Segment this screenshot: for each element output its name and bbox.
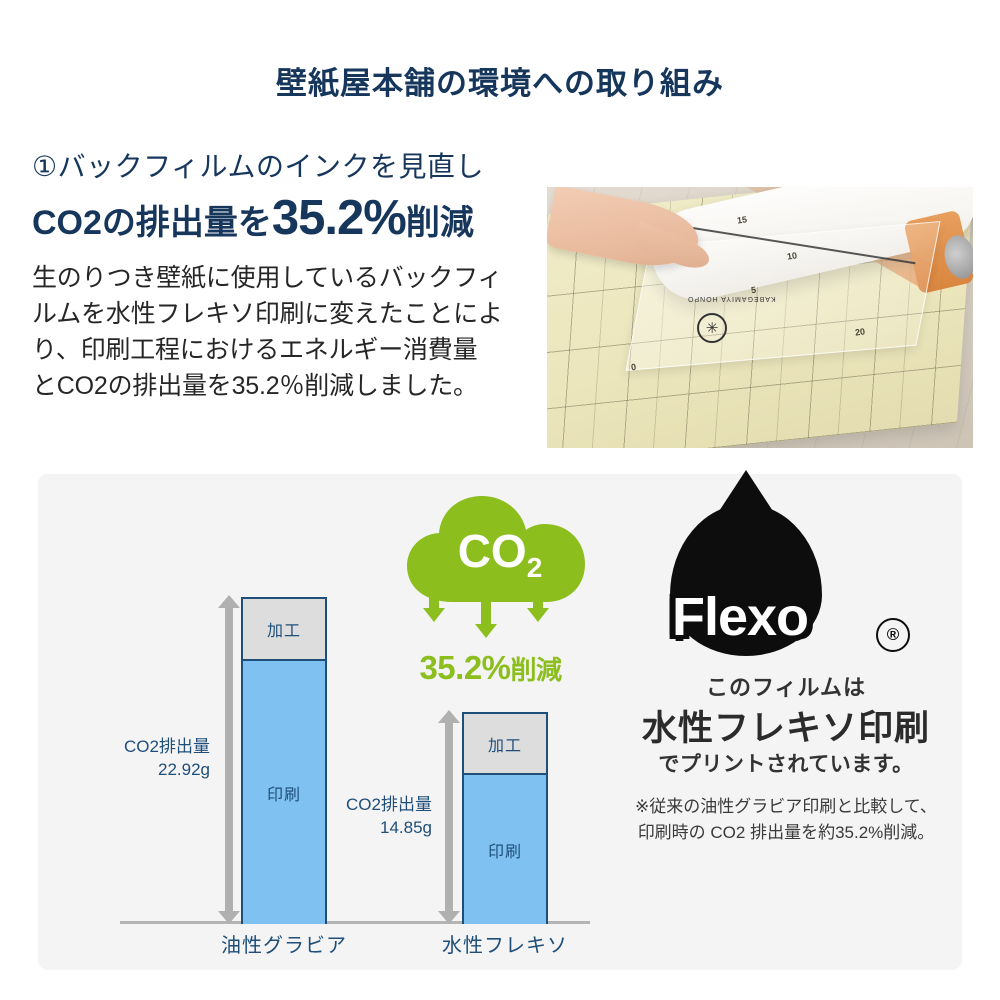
- intro-headline: CO2の排出量を 35.2% 削減: [32, 190, 542, 246]
- co2-reduction-badge: CO2 35.2%削減: [383, 494, 598, 694]
- flexo-line-1: このフィルムは: [705, 675, 867, 700]
- intro-copy-block: ①バックフィルムのインクを見直し CO2の排出量を 35.2% 削減 生のりつき壁紙…: [32, 150, 542, 404]
- measure-shaft: [225, 605, 233, 914]
- measure-label-value: 14.85g: [380, 817, 432, 837]
- registered-trademark-icon: ®: [876, 618, 910, 652]
- flexo-logo-text: Flexo: [672, 587, 809, 647]
- photo-film-logo-icon: ✳: [697, 313, 727, 343]
- bar-segment-print: 印刷: [464, 775, 546, 924]
- cloud-label-main: CO: [457, 525, 527, 577]
- photo-ruler-tick: 15: [736, 214, 748, 226]
- measure-label-title: CO2排出量: [124, 737, 210, 756]
- measure-arrow-oil-gravure: [218, 595, 240, 924]
- bar-segment-print: 印刷: [243, 661, 325, 924]
- flexo-line-3: でプリントされています。: [658, 753, 914, 776]
- x-axis-label-oil-gravure: 油性グラビア: [221, 935, 347, 957]
- photo-ruler-tick: 10: [786, 250, 798, 262]
- intro-body-line: 生のりつき壁紙に使用しているバックフィ: [32, 263, 503, 292]
- measure-arrow-water-flexo: [438, 710, 460, 924]
- page-title: 壁紙屋本舗の環境への取り組み: [276, 66, 724, 101]
- measure-label-oil-gravure: CO2排出量 22.92g: [98, 736, 210, 782]
- bar-segment-process: 加工: [243, 599, 325, 661]
- cloud-shape-icon: [407, 496, 585, 602]
- co2-bar-chart: 加工 印刷 加工 印刷 CO2排出量 22.92g: [38, 474, 598, 970]
- photo-film-text: KABEGAMIYA HONPO: [687, 295, 776, 302]
- co2-reduction-word: 削減: [510, 655, 563, 685]
- bar-oil-gravure: 加工 印刷: [241, 597, 327, 924]
- wallpaper-backing-film-photo: KABEGAMIYA HONPO ✳ 0 5 10 15 20: [547, 187, 973, 448]
- headline-suffix: 削減: [405, 203, 474, 242]
- photo-ruler-tick: 20: [854, 326, 866, 338]
- comparison-panel: 加工 印刷 加工 印刷 CO2排出量 22.92g: [38, 474, 962, 970]
- arrow-head-up-icon: [438, 710, 460, 723]
- headline-value: 35.2%: [271, 190, 407, 245]
- measure-label-title: CO2排出量: [346, 795, 432, 814]
- bar-water-flexo: 加工 印刷: [462, 712, 548, 924]
- cloud-icon: CO2: [405, 494, 595, 609]
- flexo-line-2: 水性フレキソ印刷: [641, 709, 930, 748]
- co2-reduction-text: 35.2%削減: [383, 649, 598, 687]
- cloud-label: CO2: [405, 524, 595, 584]
- flexo-note: ※従来の油性グラビア印刷と比較して、 印刷時の CO2 排出量を約35.2%削減…: [610, 794, 962, 847]
- headline-prefix: CO2の排出量を: [32, 203, 272, 242]
- arrow-head-down-icon: [438, 911, 460, 924]
- chart-baseline: [120, 921, 590, 924]
- co2-reduction-value: 35.2%: [419, 649, 511, 686]
- intro-lead: ①バックフィルムのインクを見直し: [32, 151, 484, 182]
- flexo-certification-block: Flexo ® このフィルムは 水性フレキソ印刷 でプリントされています。 ※従…: [610, 474, 962, 970]
- intro-body: 生のりつき壁紙に使用しているバックフィ ルムを水性フレキソ印刷に変えたことによ …: [32, 260, 542, 404]
- measure-label-water-flexo: CO2排出量 14.85g: [320, 794, 432, 840]
- bar-segment-process: 加工: [464, 714, 546, 775]
- down-arrows-group: [423, 592, 575, 644]
- arrow-head-up-icon: [218, 595, 240, 608]
- x-axis-label-water-flexo: 水性フレキソ: [442, 935, 568, 957]
- intro-body-line: り、印刷工程におけるエネルギー消費量: [32, 335, 478, 364]
- measure-shaft: [445, 720, 453, 914]
- flexo-note-line: 印刷時の CO2 排出量を約35.2%削減。: [637, 823, 935, 843]
- intro-body-line: ルムを水性フレキソ印刷に変えたことによ: [32, 299, 503, 328]
- measure-label-value: 22.92g: [158, 759, 210, 779]
- intro-body-line: とCO2の排出量を35.2％削減しました。: [32, 371, 478, 400]
- arrow-head-down-icon: [218, 911, 240, 924]
- ink-droplet-icon: [670, 504, 822, 656]
- flexo-note-line: ※従来の油性グラビア印刷と比較して、: [635, 797, 937, 816]
- cloud-label-sub: 2: [526, 552, 543, 584]
